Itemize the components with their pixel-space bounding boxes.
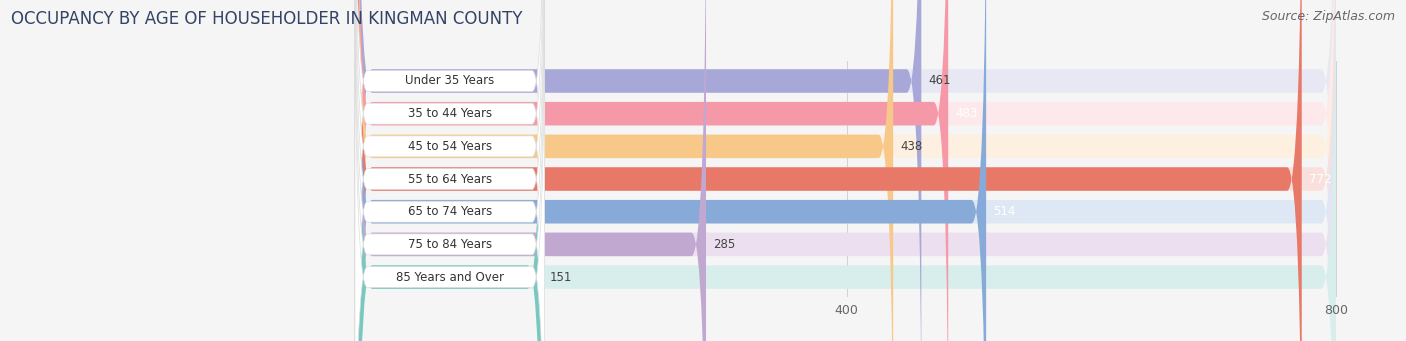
FancyBboxPatch shape (354, 0, 544, 341)
FancyBboxPatch shape (357, 0, 1336, 341)
Text: 85 Years and Over: 85 Years and Over (395, 270, 503, 284)
FancyBboxPatch shape (354, 0, 544, 341)
Text: 514: 514 (994, 205, 1017, 218)
Text: Under 35 Years: Under 35 Years (405, 74, 495, 88)
FancyBboxPatch shape (357, 0, 921, 341)
FancyBboxPatch shape (357, 0, 1336, 341)
Text: 75 to 84 Years: 75 to 84 Years (408, 238, 492, 251)
FancyBboxPatch shape (354, 0, 544, 341)
FancyBboxPatch shape (357, 0, 893, 341)
FancyBboxPatch shape (357, 0, 706, 341)
FancyBboxPatch shape (354, 0, 544, 341)
FancyBboxPatch shape (357, 0, 1336, 341)
FancyBboxPatch shape (354, 0, 544, 341)
FancyBboxPatch shape (357, 0, 543, 341)
FancyBboxPatch shape (357, 0, 986, 341)
FancyBboxPatch shape (357, 0, 948, 341)
FancyBboxPatch shape (357, 0, 1336, 341)
Text: 285: 285 (713, 238, 735, 251)
FancyBboxPatch shape (354, 0, 544, 341)
Text: 35 to 44 Years: 35 to 44 Years (408, 107, 492, 120)
FancyBboxPatch shape (357, 0, 1336, 341)
Text: 438: 438 (900, 140, 922, 153)
Text: 461: 461 (928, 74, 950, 88)
Text: Source: ZipAtlas.com: Source: ZipAtlas.com (1261, 10, 1395, 23)
FancyBboxPatch shape (357, 0, 1302, 341)
Text: 55 to 64 Years: 55 to 64 Years (408, 173, 492, 186)
Text: 483: 483 (956, 107, 977, 120)
Text: OCCUPANCY BY AGE OF HOUSEHOLDER IN KINGMAN COUNTY: OCCUPANCY BY AGE OF HOUSEHOLDER IN KINGM… (11, 10, 523, 28)
Text: 772: 772 (1309, 173, 1331, 186)
Text: 45 to 54 Years: 45 to 54 Years (408, 140, 492, 153)
Text: 65 to 74 Years: 65 to 74 Years (408, 205, 492, 218)
FancyBboxPatch shape (354, 0, 544, 341)
FancyBboxPatch shape (357, 0, 1336, 341)
FancyBboxPatch shape (357, 0, 1336, 341)
Text: 151: 151 (550, 270, 572, 284)
